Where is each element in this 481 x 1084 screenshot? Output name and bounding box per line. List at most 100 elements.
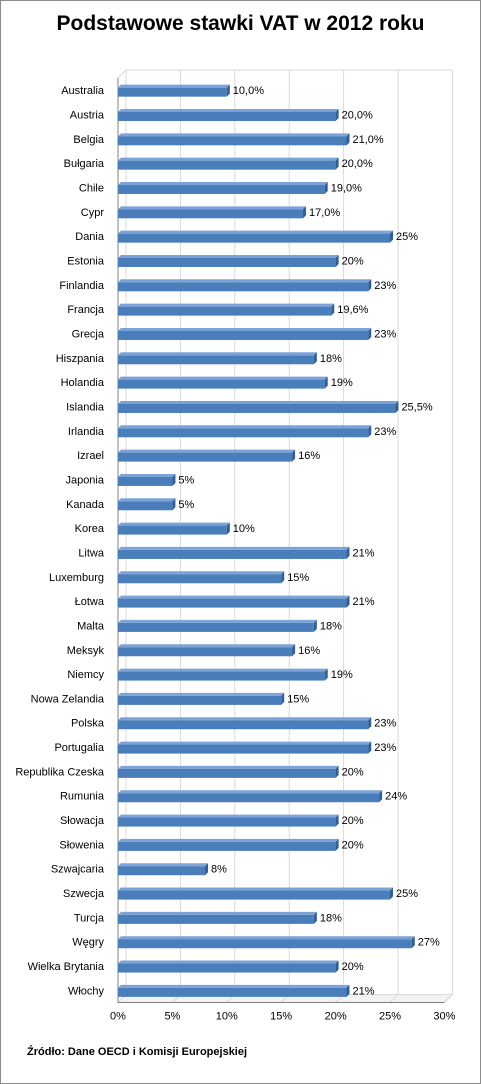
bar-end — [292, 644, 296, 657]
bar-top — [118, 692, 285, 696]
bar-top — [118, 449, 296, 453]
category-label: Belgia — [73, 134, 104, 146]
bar-end — [390, 230, 393, 243]
data-label: 19% — [331, 669, 353, 681]
data-label: 17,0% — [309, 207, 340, 219]
category-label: Turcja — [74, 912, 105, 924]
category-label: Słowenia — [59, 839, 105, 851]
data-label: 23% — [374, 328, 396, 340]
gridline-floor — [389, 994, 399, 1003]
data-label: 20% — [342, 815, 364, 827]
bar — [118, 379, 325, 389]
bar-top — [118, 790, 383, 794]
bar — [118, 136, 347, 146]
data-label: 20,0% — [342, 109, 373, 121]
bar-chart: 0% 5% 10% 15% 20% 25% 30% Australia 10,0% Austria… — [15, 68, 456, 1023]
data-label: 19,0% — [331, 182, 362, 194]
bar-top — [118, 206, 306, 210]
bar — [118, 87, 227, 97]
bar-end — [302, 206, 306, 219]
data-label: 24% — [385, 791, 407, 803]
category-label: Hiszpania — [56, 353, 105, 365]
data-label: 10% — [233, 523, 255, 535]
bar-top — [118, 230, 393, 234]
bar-end — [313, 619, 317, 632]
category-label: Polska — [71, 718, 105, 730]
bar-top — [118, 425, 372, 429]
bar-end — [331, 303, 335, 316]
bar-top — [118, 279, 372, 283]
bar-top — [118, 522, 230, 526]
category-label: Rumunia — [60, 791, 105, 803]
data-label: 27% — [418, 937, 440, 949]
bar-top — [118, 984, 350, 988]
bar — [118, 282, 369, 292]
bar-end — [395, 400, 399, 413]
x-tick-label: 5% — [164, 1011, 180, 1023]
category-label: Bułgaria — [64, 158, 105, 170]
bar — [118, 355, 314, 365]
bar-end — [346, 984, 350, 997]
bar-end — [346, 546, 350, 559]
data-label: 25% — [396, 231, 418, 243]
bar — [118, 501, 173, 511]
data-label: 25% — [396, 888, 418, 900]
data-label: 16% — [298, 450, 320, 462]
bar-top — [118, 352, 317, 356]
data-label: 10,0% — [233, 85, 264, 97]
data-label: 23% — [374, 742, 396, 754]
bar-end — [172, 498, 176, 511]
bar-top — [118, 765, 339, 769]
bar-end — [324, 376, 328, 389]
data-label: 20% — [342, 839, 364, 851]
bar — [118, 549, 347, 559]
bar-top — [118, 717, 372, 721]
bar — [118, 257, 336, 267]
bar — [118, 914, 314, 924]
bar-top — [118, 838, 339, 842]
bar-end — [281, 571, 285, 584]
bar — [118, 841, 336, 851]
bar-end — [368, 327, 372, 340]
bar-top — [118, 595, 350, 599]
bar-end — [368, 279, 372, 292]
bar — [118, 768, 336, 778]
bar-end — [281, 692, 285, 705]
x-tick-label: 0% — [110, 1011, 126, 1023]
category-label: Holandia — [61, 377, 105, 389]
bar-top — [118, 546, 350, 550]
bar-end — [292, 449, 296, 462]
x-tick-label: 30% — [433, 1011, 455, 1023]
bar — [118, 233, 390, 243]
bar — [118, 111, 336, 121]
bar — [118, 793, 380, 803]
category-label: Włochy — [68, 985, 105, 997]
bar — [118, 598, 347, 608]
bar-end — [411, 936, 415, 949]
category-label: Malta — [77, 620, 105, 632]
data-label: 23% — [374, 280, 396, 292]
category-label: Izrael — [77, 450, 104, 462]
data-label: 15% — [287, 572, 309, 584]
category-label: Republika Czeska — [15, 766, 105, 778]
bar — [118, 817, 336, 827]
bar-top — [118, 498, 176, 502]
data-label: 5% — [178, 474, 194, 486]
bar — [118, 987, 347, 997]
data-label: 20% — [342, 255, 364, 267]
category-label: Korea — [75, 523, 105, 535]
bar-end — [226, 522, 230, 535]
category-label: Irlandia — [68, 426, 105, 438]
data-label: 21% — [352, 985, 374, 997]
bar-end — [313, 911, 317, 924]
bar — [118, 184, 325, 194]
data-label: 8% — [211, 864, 227, 876]
bar-end — [346, 595, 350, 608]
bar-end — [172, 473, 176, 486]
bar-end — [335, 254, 339, 267]
bar-end — [324, 668, 328, 681]
bar-top — [118, 181, 328, 185]
bar — [118, 306, 332, 316]
category-label: Chile — [79, 182, 104, 194]
bar — [118, 963, 336, 973]
